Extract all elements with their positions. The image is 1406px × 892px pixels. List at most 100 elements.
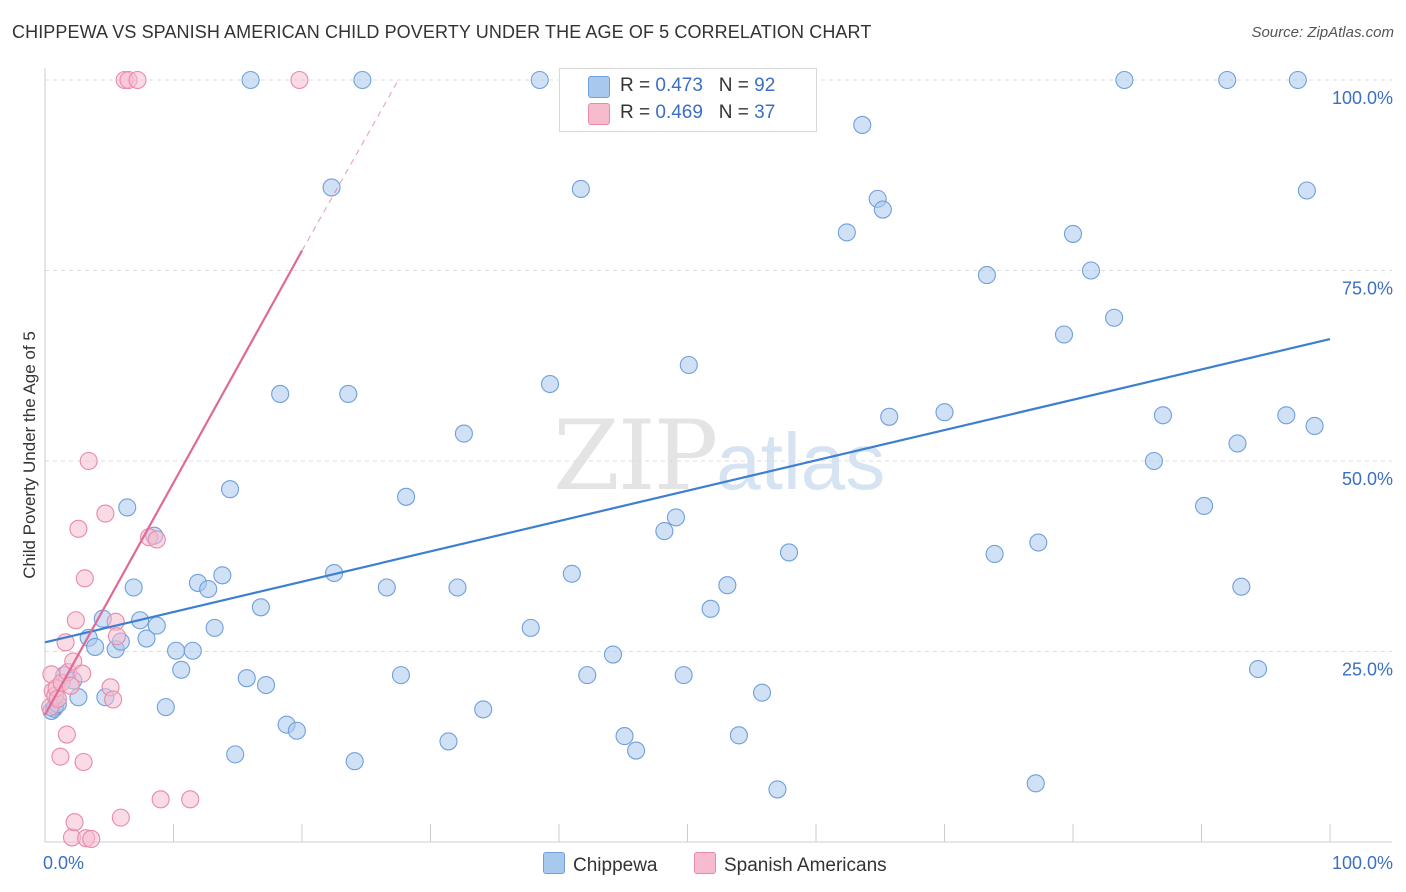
chippewa-point (220, 480, 240, 499)
chippewa-point (1115, 70, 1134, 90)
spanish-point (104, 690, 123, 709)
spanish-point (147, 530, 166, 549)
spanish-point (128, 70, 147, 90)
chippewa-point (521, 618, 540, 637)
chippewa-point (1153, 406, 1172, 425)
chippewa-point (287, 721, 306, 740)
chippewa-point (655, 522, 674, 541)
legend-text-spanish: R = 0.469 N = 37 (620, 102, 775, 124)
series-name: Chippewa (573, 855, 658, 876)
chippewa-point (454, 424, 473, 443)
spanish-point (75, 569, 94, 588)
spanish-point (51, 747, 70, 766)
chippewa-point (183, 641, 202, 660)
spanish-point (74, 752, 93, 772)
chippewa-point (977, 266, 996, 285)
chippewa-point (615, 727, 634, 746)
chippewa-point (1218, 70, 1237, 90)
chippewa-swatch (543, 852, 565, 874)
chippewa-point (674, 666, 693, 685)
chippewa-point (86, 637, 105, 656)
chippewa-point (1144, 451, 1164, 471)
y-tick-label: 100.0% (1332, 88, 1393, 108)
spanish-point (107, 627, 127, 646)
chippewa-point (880, 407, 899, 426)
y-tick-label: 75.0% (1342, 279, 1393, 299)
y-tick-label: 25.0% (1342, 660, 1393, 680)
chippewa-point (679, 355, 698, 375)
chippewa-point (666, 508, 685, 527)
chippewa-point (701, 599, 720, 618)
chippewa-point (271, 384, 290, 403)
chippewa-point (1288, 70, 1307, 90)
chippewa-point (1305, 416, 1324, 435)
chippewa-point (172, 660, 191, 679)
chippewa-point (345, 752, 364, 771)
spanish-swatch (588, 103, 610, 125)
chippewa-point (353, 70, 372, 90)
chippewa-point (853, 115, 872, 135)
chippewa-point (1228, 434, 1247, 453)
chippewa-point (147, 616, 166, 635)
chippewa-point (237, 669, 256, 688)
spanish-point (65, 813, 84, 832)
chippewa-point (448, 578, 467, 597)
spanish-point (82, 829, 101, 849)
chippewa-point (1063, 224, 1083, 243)
chippewa-point (322, 178, 341, 197)
spanish-point (73, 664, 92, 683)
x-tick-label: 0.0% (43, 853, 84, 873)
correlation-legend: R = 0.473 N = 92 R = 0.469 N = 37 (559, 68, 817, 132)
source-credit: Source: ZipAtlas.com (1251, 24, 1394, 41)
x-tick-label: 100.0% (1332, 853, 1393, 873)
chippewa-swatch (588, 76, 610, 98)
spanish-swatch (694, 852, 716, 874)
r-label: R = (620, 75, 651, 96)
chippewa-point (603, 645, 623, 664)
series-name: Spanish Americans (724, 855, 887, 876)
chippewa-point (397, 487, 416, 506)
chippewa-point (339, 384, 358, 403)
watermark: ZIPatlas (553, 400, 885, 512)
chippewa-point (768, 780, 787, 799)
legend-text-chippewa: R = 0.473 N = 92 (620, 75, 775, 97)
chippewa-point (213, 566, 232, 585)
n-label: N = (718, 75, 749, 96)
chippewa-point (256, 675, 276, 695)
n-label: N = (718, 102, 749, 123)
r-label: R = (620, 102, 651, 123)
spanish-trend-extension (301, 79, 399, 251)
spanish-point (111, 808, 130, 827)
chippewa-point (1105, 308, 1124, 327)
bottom-legend-chippewa: Chippewa (543, 852, 658, 877)
chippewa-point (1195, 496, 1214, 516)
chippewa-point (1054, 325, 1074, 344)
spanish-point (69, 519, 88, 538)
spanish-point (57, 725, 76, 744)
r-value: 0.473 (655, 75, 703, 96)
y-tick-label: 50.0% (1342, 469, 1393, 489)
chippewa-point (985, 544, 1004, 564)
chippewa-point (837, 223, 856, 242)
chart-title: CHIPPEWA VS SPANISH AMERICAN CHILD POVER… (12, 22, 872, 42)
chippewa-point (137, 629, 156, 648)
chippewa-point (562, 564, 581, 583)
chippewa-point (251, 598, 270, 617)
bottom-legend-spanish: Spanish Americans (694, 852, 887, 877)
spanish-point (290, 70, 309, 90)
n-value: 92 (754, 75, 776, 96)
chippewa-point (1081, 261, 1101, 280)
chippewa-point (1026, 774, 1045, 793)
spanish-point (151, 790, 170, 809)
chippewa-point (1277, 406, 1296, 425)
chippewa-point (199, 579, 218, 599)
spanish-point (96, 504, 115, 523)
n-value: 37 (754, 102, 776, 123)
chippewa-point (578, 666, 597, 685)
chippewa-point (729, 726, 748, 745)
chippewa-point (530, 70, 549, 90)
chippewa-point (1029, 533, 1048, 552)
watermark-zip: ZIP (553, 400, 718, 512)
chippewa-point (752, 683, 772, 702)
chippewa-point (1297, 181, 1316, 200)
